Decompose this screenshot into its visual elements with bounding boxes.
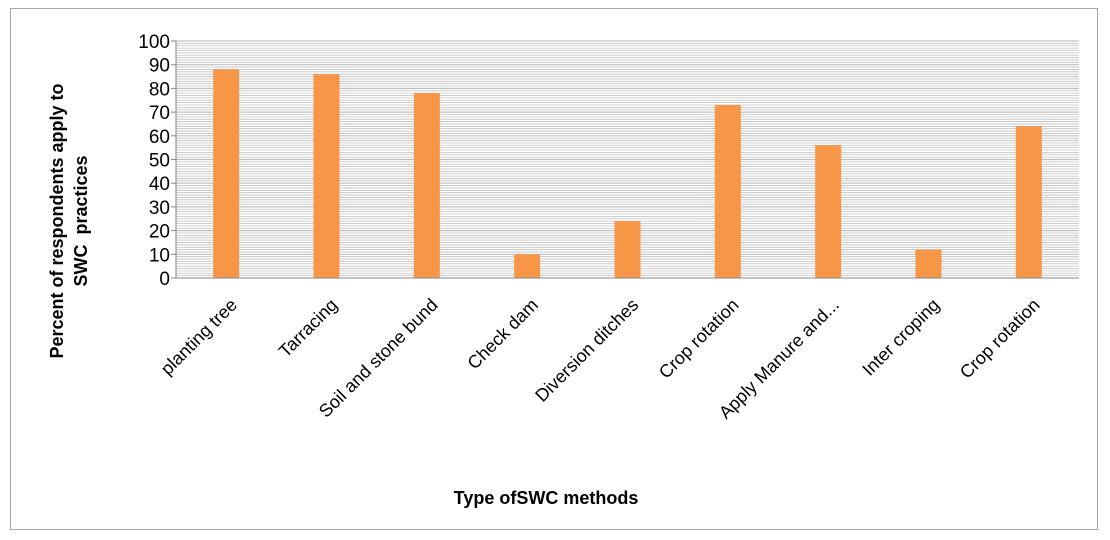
x-category-label: Tarracing	[275, 295, 341, 361]
y-tick-label: 0	[159, 269, 170, 290]
y-axis-title-line: Percent of respondents apply to	[47, 83, 67, 358]
y-tick-label: 90	[149, 56, 170, 77]
y-tick-label: 50	[149, 151, 170, 172]
bar	[815, 145, 842, 278]
bar	[714, 104, 741, 279]
bar	[213, 69, 240, 278]
chart-frame: 0 10 20 30 40 50 60 70 80 90 100 planting tree Tarr…	[10, 8, 1098, 530]
bar	[514, 254, 541, 278]
y-tick-label: 10	[149, 245, 170, 266]
bar	[413, 93, 440, 278]
y-tick-label: 40	[149, 174, 170, 195]
bar	[313, 74, 340, 279]
y-tick-label: 30	[149, 198, 170, 219]
y-tick-label: 60	[149, 127, 170, 148]
x-category-label: Diversion ditches	[531, 295, 642, 406]
x-category-label: Inter croping	[858, 295, 943, 380]
y-axis-title: Percent of respondents apply to SWC pract…	[47, 83, 91, 358]
y-tick-label: 20	[149, 222, 170, 243]
y-axis-title-line: SWC practices	[71, 155, 91, 286]
y-tick-label: 100	[138, 32, 170, 53]
axes	[171, 40, 1079, 279]
x-category-label: planting tree	[157, 295, 241, 379]
x-category-label: Crop rotation	[956, 295, 1044, 383]
bars	[213, 69, 1042, 279]
bar	[614, 221, 641, 278]
x-category-label: Check dam	[463, 295, 542, 374]
bar	[1015, 126, 1042, 278]
bar	[915, 249, 942, 278]
y-tick-label: 70	[149, 103, 170, 124]
x-axis-title: Type ofSWC methods	[454, 488, 639, 508]
y-tick-label: 80	[149, 79, 170, 100]
x-category-label: Crop rotation	[655, 295, 743, 383]
